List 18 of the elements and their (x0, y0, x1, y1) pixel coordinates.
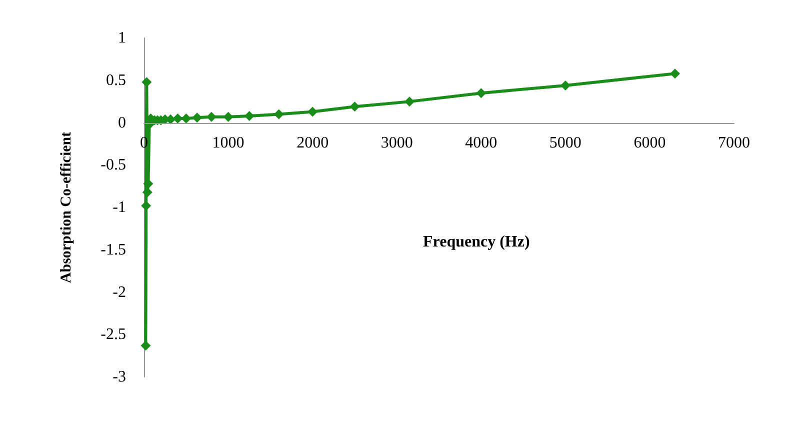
y-tick-label: -0.5 (100, 156, 126, 174)
x-axis-title: Frequency (Hz) (423, 234, 530, 250)
x-tick-label: 3000 (380, 134, 413, 152)
x-tick-label: 5000 (549, 134, 582, 152)
y-axis-title: Absorption Co-efficient (58, 132, 74, 284)
y-tick-label: 0.5 (106, 72, 126, 89)
y-tick-label: -1.5 (100, 241, 126, 258)
y-tick-label: 1 (118, 30, 126, 46)
y-tick-label: -3 (112, 368, 126, 386)
x-tick-label: 7000 (718, 134, 750, 152)
y-tick-label: -2.5 (100, 326, 126, 344)
y-tick-label: -1 (112, 199, 126, 216)
y-tick-label: 0 (118, 114, 126, 132)
x-tick-label: 4000 (465, 134, 498, 152)
x-tick-label: 6000 (634, 134, 666, 152)
x-tick-label: 1000 (212, 134, 244, 152)
x-tick-label: 2000 (296, 134, 329, 152)
y-tick-label: -2 (112, 284, 126, 301)
